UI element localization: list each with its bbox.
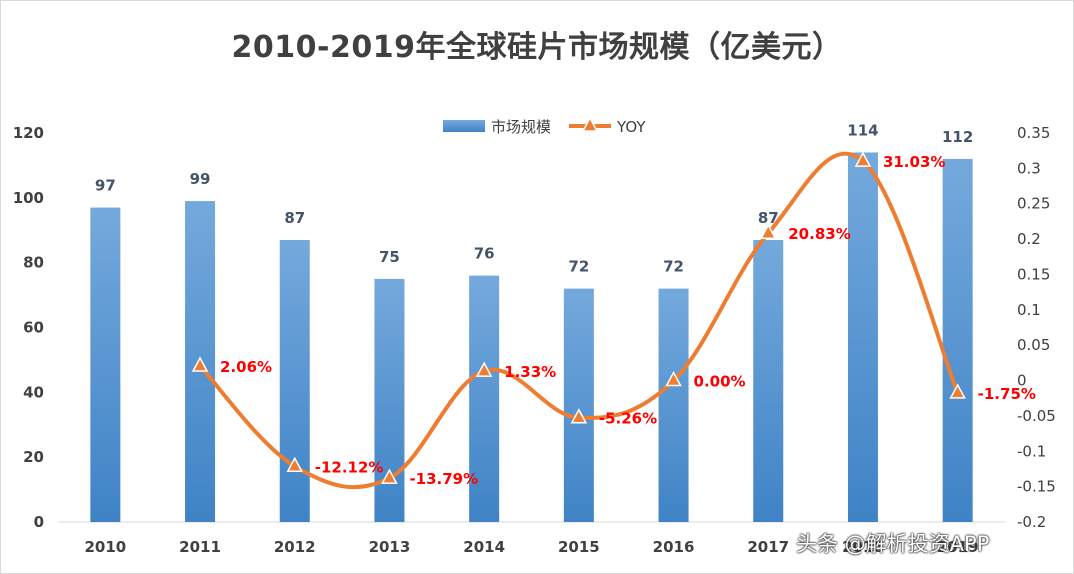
y-right-tick-label: 0.05 — [1017, 336, 1050, 354]
bar-value-label: 112 — [942, 128, 973, 146]
y-right-tick-label: 0 — [1017, 372, 1027, 390]
yoy-marker-2011 — [191, 356, 209, 372]
y-left-tick-label: 60 — [23, 319, 44, 337]
bar-value-label: 72 — [568, 258, 589, 276]
yoy-marker-2018 — [854, 151, 872, 167]
y-right-tick-label: 0.1 — [1017, 301, 1041, 319]
x-tick-label: 2015 — [558, 538, 600, 556]
yoy-marker-2012 — [286, 456, 304, 473]
bar-2019 — [942, 158, 973, 522]
x-tick-label: 2017 — [747, 538, 789, 556]
y-right-tick-label: 0.25 — [1017, 195, 1050, 213]
x-tick-label: 2014 — [463, 538, 505, 556]
watermark: 头条 @解析投资APP — [796, 532, 990, 556]
y-left-tick-label: 120 — [13, 124, 44, 142]
yoy-marker-2019 — [949, 383, 966, 399]
x-tick-label: 2011 — [179, 538, 221, 556]
y-right-tick-label: -0.15 — [1017, 478, 1056, 496]
x-tick-label: 2018 — [842, 538, 884, 556]
bar-2013 — [374, 278, 405, 522]
legend-line-label: YOY — [616, 118, 646, 136]
bar-value-label: 87 — [758, 209, 779, 227]
bar-2015 — [563, 288, 594, 522]
y-right-tick-label: 0.3 — [1017, 159, 1041, 177]
y-right-tick-label: 0.35 — [1017, 124, 1050, 142]
x-tick-label: 2019 — [937, 538, 979, 556]
legend-line-marker — [581, 116, 599, 132]
y-right-tick-label: 0.15 — [1017, 265, 1050, 283]
y-left-tick-label: 20 — [23, 448, 44, 466]
y-left-tick-label: 80 — [23, 254, 44, 272]
yoy-value-label: -13.79% — [409, 470, 478, 488]
bar-2017 — [753, 239, 784, 522]
bar-value-label: 76 — [474, 245, 495, 263]
bar-2010 — [90, 207, 121, 522]
yoy-marker-2017 — [759, 223, 777, 239]
bar-2016 — [658, 288, 689, 522]
bar-value-label: 97 — [95, 177, 116, 195]
legend-bar-label: 市场规模 — [491, 118, 551, 136]
y-left-tick-label: 40 — [23, 383, 44, 401]
bar-value-label: 87 — [284, 209, 305, 227]
y-right-tick-label: -0.05 — [1017, 407, 1056, 425]
legend-bar-swatch — [443, 120, 485, 132]
x-tick-label: 2013 — [369, 538, 411, 556]
yoy-marker-2014 — [475, 361, 493, 377]
yoy-value-label: -1.75% — [978, 385, 1036, 403]
bar-2012 — [279, 239, 310, 522]
yoy-value-label: 0.00% — [694, 373, 746, 391]
yoy-value-label: 2.06% — [220, 358, 272, 376]
x-tick-label: 2010 — [84, 538, 126, 556]
yoy-value-label: -12.12% — [315, 458, 384, 476]
y-right-tick-label: 0.2 — [1017, 230, 1041, 248]
bar-value-label: 99 — [190, 170, 211, 188]
bar-value-label: 75 — [379, 248, 400, 266]
yoy-value-label: 1.33% — [504, 363, 556, 381]
x-tick-label: 2012 — [274, 538, 316, 556]
yoy-value-label: 31.03% — [883, 153, 945, 171]
bar-2014 — [469, 275, 500, 522]
y-right-tick-label: -0.1 — [1017, 442, 1046, 460]
bar-value-label: 72 — [663, 258, 684, 276]
yoy-marker-2016 — [665, 370, 682, 387]
bar-2018 — [847, 152, 878, 522]
yoy-marker-2015 — [570, 408, 588, 424]
y-left-tick-label: 100 — [13, 189, 44, 207]
yoy-marker-2013 — [381, 468, 398, 484]
x-tick-label: 2016 — [653, 538, 695, 556]
bar-value-label: 114 — [847, 121, 878, 139]
y-right-tick-label: -0.2 — [1017, 513, 1046, 531]
y-left-tick-label: 0 — [34, 513, 44, 531]
yoy-value-label: 20.83% — [788, 225, 850, 243]
yoy-value-label: -5.26% — [599, 410, 657, 428]
chart-title: 2010-2019年全球硅片市场规模（亿美元） — [231, 30, 843, 65]
